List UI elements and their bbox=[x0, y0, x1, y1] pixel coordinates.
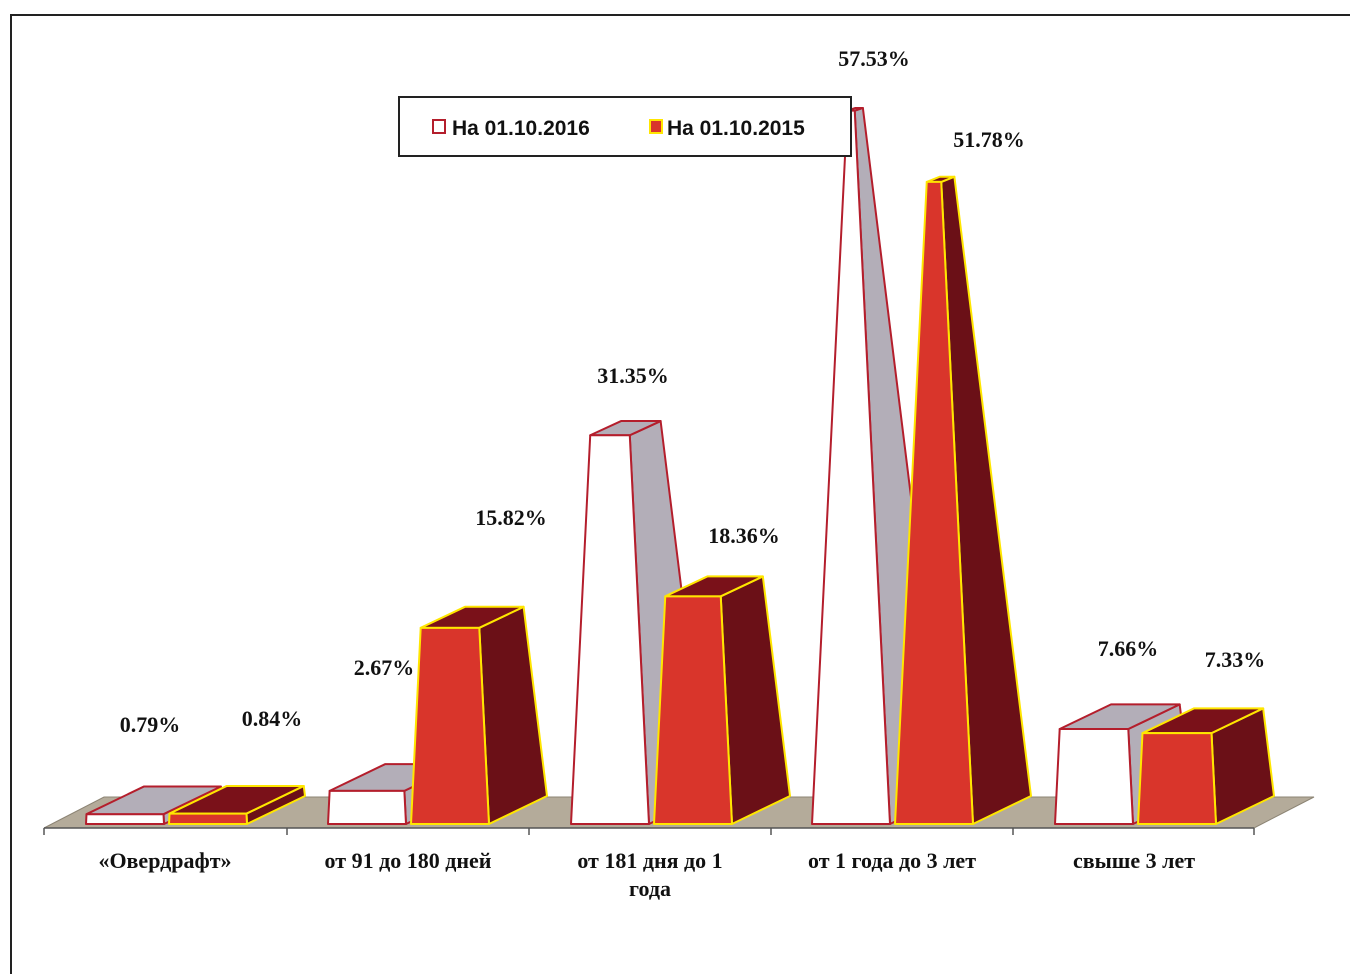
category-label: от 1 года до 3 лет bbox=[808, 848, 976, 873]
data-label: 15.82% bbox=[475, 505, 547, 530]
bar-front bbox=[168, 812, 248, 825]
bar-front bbox=[1137, 732, 1217, 825]
data-label: 18.36% bbox=[708, 523, 780, 548]
category-labels: «Овердрафт» от 91 до 180 дней от 181 дня д… bbox=[98, 848, 1195, 901]
data-label: 51.78% bbox=[953, 127, 1025, 152]
category-label: свыше 3 лет bbox=[1073, 848, 1195, 873]
data-label: 57.53% bbox=[838, 46, 910, 71]
bar-1-1 bbox=[410, 605, 548, 825]
bar-1-2 bbox=[653, 575, 791, 825]
bar-side bbox=[478, 605, 548, 825]
category-label: «Овердрафт» bbox=[98, 848, 231, 873]
bar-1-4 bbox=[1137, 707, 1275, 825]
legend-swatch-2016 bbox=[432, 119, 446, 134]
bars bbox=[85, 106, 1275, 825]
bar-1-0 bbox=[168, 784, 306, 825]
value-labels: 0.79% 2.67% 31.35% 57.53% 7.66% 0.84% 15.82% 18… bbox=[120, 46, 1266, 737]
data-label: 7.66% bbox=[1098, 636, 1159, 661]
legend-box bbox=[398, 96, 852, 157]
bar-front bbox=[327, 789, 407, 825]
bar-front bbox=[894, 180, 974, 825]
legend-swatch-2015 bbox=[649, 119, 663, 134]
data-label: 7.33% bbox=[1205, 647, 1266, 672]
bar-front bbox=[1054, 728, 1134, 825]
category-label: от 91 до 180 дней bbox=[325, 848, 492, 873]
data-label: 31.35% bbox=[597, 363, 669, 388]
legend: На 01.10.2016 На 01.10.2015 bbox=[398, 96, 852, 157]
data-label: 0.84% bbox=[242, 706, 303, 731]
bar-front bbox=[653, 595, 733, 825]
bar-front bbox=[811, 109, 891, 825]
category-label: от 181 дня до 1 года bbox=[577, 848, 722, 901]
bar-front bbox=[85, 813, 165, 825]
data-label: 0.79% bbox=[120, 712, 181, 737]
legend-label-2015: На 01.10.2015 bbox=[667, 117, 805, 140]
bar-front bbox=[570, 434, 650, 825]
legend-label-2016: На 01.10.2016 bbox=[452, 117, 590, 140]
data-label: 2.67% bbox=[354, 655, 415, 680]
bar-front bbox=[410, 626, 490, 825]
bar-1-3 bbox=[894, 175, 1032, 825]
